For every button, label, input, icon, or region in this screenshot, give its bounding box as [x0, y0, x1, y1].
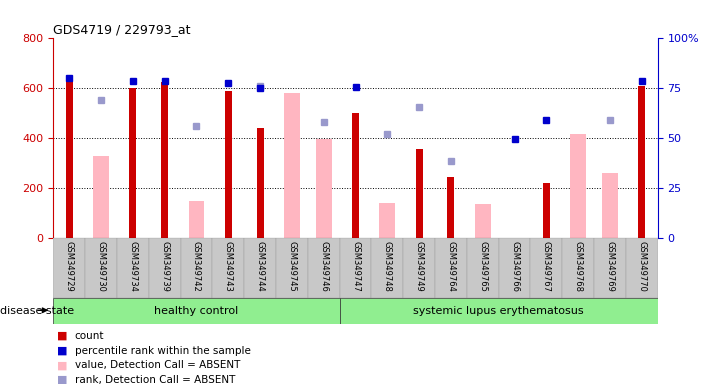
Text: disease state: disease state	[0, 306, 74, 316]
Bar	[149, 238, 181, 298]
Text: ■: ■	[57, 375, 68, 384]
Bar	[562, 238, 594, 298]
Bar	[371, 238, 403, 298]
Bar	[188, 200, 205, 238]
Text: GSM349745: GSM349745	[287, 241, 296, 292]
Bar	[626, 238, 658, 298]
Bar	[467, 238, 498, 298]
Bar	[225, 91, 232, 238]
Text: ■: ■	[57, 346, 68, 356]
Bar	[602, 173, 618, 238]
Bar	[65, 76, 73, 238]
Bar	[340, 298, 658, 324]
Bar	[308, 238, 340, 298]
Bar	[498, 238, 530, 298]
Bar	[181, 238, 213, 298]
Bar	[53, 238, 85, 298]
Bar	[117, 238, 149, 298]
Text: ■: ■	[57, 331, 68, 341]
Text: GSM349749: GSM349749	[415, 241, 424, 292]
Text: GSM349765: GSM349765	[479, 241, 487, 292]
Text: GSM349742: GSM349742	[192, 241, 201, 292]
Text: GSM349768: GSM349768	[574, 241, 582, 292]
Bar	[447, 177, 454, 238]
Bar	[380, 203, 395, 238]
Bar	[213, 238, 244, 298]
Bar	[284, 93, 300, 238]
Bar	[340, 238, 371, 298]
Text: systemic lupus erythematosus: systemic lupus erythematosus	[413, 306, 584, 316]
Text: GSM349767: GSM349767	[542, 241, 551, 292]
Text: GDS4719 / 229793_at: GDS4719 / 229793_at	[53, 23, 191, 36]
Bar	[85, 238, 117, 298]
Text: count: count	[75, 331, 104, 341]
Bar	[475, 204, 491, 238]
Text: GSM349747: GSM349747	[351, 241, 360, 292]
Text: ■: ■	[57, 360, 68, 370]
Bar	[316, 139, 331, 238]
Bar	[276, 238, 308, 298]
Text: GSM349743: GSM349743	[224, 241, 232, 292]
Text: GSM349748: GSM349748	[383, 241, 392, 292]
Bar	[352, 113, 359, 238]
Text: GSM349744: GSM349744	[255, 241, 264, 292]
Bar	[435, 238, 467, 298]
Text: GSM349730: GSM349730	[97, 241, 105, 292]
Bar	[594, 238, 626, 298]
Bar	[403, 238, 435, 298]
Bar	[416, 149, 422, 238]
Text: GSM349746: GSM349746	[319, 241, 328, 292]
Text: GSM349766: GSM349766	[510, 241, 519, 292]
Text: rank, Detection Call = ABSENT: rank, Detection Call = ABSENT	[75, 375, 235, 384]
Text: GSM349764: GSM349764	[447, 241, 456, 292]
Text: GSM349770: GSM349770	[637, 241, 646, 292]
Text: GSM349769: GSM349769	[606, 241, 614, 292]
Text: value, Detection Call = ABSENT: value, Detection Call = ABSENT	[75, 360, 240, 370]
Bar	[244, 238, 276, 298]
Bar	[93, 156, 109, 238]
Text: healthy control: healthy control	[154, 306, 239, 316]
Text: GSM349739: GSM349739	[160, 241, 169, 292]
Bar	[53, 298, 340, 324]
Bar	[257, 128, 264, 238]
Bar	[638, 86, 646, 238]
Bar	[543, 183, 550, 238]
Text: GSM349729: GSM349729	[65, 241, 74, 292]
Text: GSM349734: GSM349734	[129, 241, 137, 292]
Bar	[129, 88, 137, 238]
Bar	[570, 134, 586, 238]
Text: percentile rank within the sample: percentile rank within the sample	[75, 346, 250, 356]
Bar	[530, 238, 562, 298]
Bar	[161, 82, 169, 238]
